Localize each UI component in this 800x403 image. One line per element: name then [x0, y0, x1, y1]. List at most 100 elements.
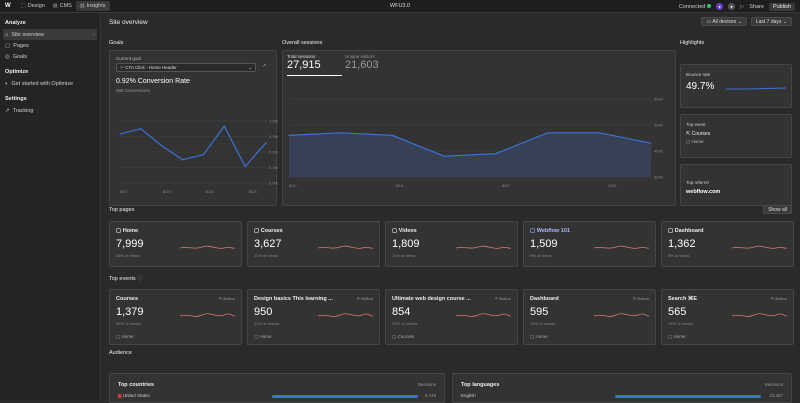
event-page-label: Home — [673, 334, 686, 339]
event-sparkline — [318, 313, 373, 317]
sidebar-item-goals[interactable]: ◎ Goals — [0, 51, 100, 62]
date-range-filter[interactable]: Last 7 days ⌄ — [750, 17, 792, 26]
top-page-sparkline — [180, 245, 235, 249]
folder-icon: ▢ — [530, 228, 537, 234]
avatar[interactable]: ● — [716, 3, 724, 10]
cursor-icon: ⇱ — [686, 131, 692, 137]
data-point — [202, 153, 205, 156]
bounce-rate-label: Bounce rate — [686, 72, 711, 77]
current-goal-label: Current goal — [116, 56, 141, 61]
goal-select[interactable]: ⚐ CTA Click - Home Header ⌄ — [116, 63, 256, 72]
bounce-rate-value: 49.7% — [686, 81, 715, 92]
info-icon[interactable]: ⓘ — [137, 276, 143, 282]
bounce-rate-card: Bounce rate 49.7% — [680, 64, 792, 108]
avatar[interactable]: ● — [728, 3, 736, 10]
top-page-sparkline — [594, 245, 649, 249]
page-icon: ▢ — [668, 334, 674, 339]
event-share: 22% of events — [254, 321, 280, 326]
chevron-down-icon: ⌄ — [248, 65, 252, 70]
top-event-card[interactable]: Ultimate web design course ... ⇱ Button … — [385, 289, 518, 345]
nav-cms[interactable]: ▤ CMS — [49, 0, 76, 13]
webflow-logo[interactable]: W — [5, 3, 11, 9]
top-page-share: 46% of views — [116, 253, 140, 258]
top-page-views: 7,999 — [116, 238, 144, 250]
sidebar-item-label: Tracking — [12, 107, 34, 114]
top-event-card[interactable]: Courses ⇱ Button 1,379 32% of events ▢ H… — [109, 289, 242, 345]
event-count: 854 — [392, 306, 411, 318]
top-event-card[interactable]: Design basics This learning ... ⇱ Button… — [247, 289, 380, 345]
top-page-name-text: Dashboard — [674, 228, 704, 234]
sidebar-item-label: Get started with Optimize — [11, 80, 74, 87]
top-page-views: 1,809 — [392, 238, 420, 250]
highlights-label: Highlights — [680, 40, 705, 46]
sidebar-item-tracking[interactable]: ↗ Tracking — [0, 105, 100, 116]
language-value: 23,467 — [769, 393, 783, 398]
publish-button[interactable]: Publish — [768, 2, 795, 11]
show-all-button[interactable]: Show all — [763, 205, 792, 214]
top-events-text: Top events — [109, 276, 136, 282]
device-filter-label: All devices — [712, 19, 737, 25]
tracking-icon: ↗ — [5, 107, 10, 114]
y-tick-label: 1.2% — [269, 119, 278, 124]
goal-select-value: CTA Click - Home Header — [125, 65, 177, 70]
x-tick-label: 8/21 — [206, 189, 215, 194]
top-page-card[interactable]: ▢ Courses 3,627 22% of views — [247, 221, 380, 267]
top-page-card[interactable]: ▢ Dashboard 1,362 8% of views — [661, 221, 794, 267]
event-count: 950 — [254, 306, 273, 318]
top-event-card[interactable]: Search ⌘E ⇱ Button 565 13% of events ▢ H… — [661, 289, 794, 345]
top-event-2-label: Home — [691, 139, 704, 144]
data-point — [119, 133, 121, 135]
event-type-label: Button — [775, 296, 787, 301]
top-languages-card: Top languages Sessions English 23,467 — [452, 373, 792, 403]
top-page-name-text: Home — [122, 228, 139, 234]
top-page-card[interactable]: ▢ Videos 1,809 11% of views — [385, 221, 518, 267]
nav-design[interactable]: ⬚ Design — [17, 0, 49, 13]
share-button[interactable]: Share — [749, 3, 764, 10]
y-tick-label: 0.9% — [269, 134, 278, 139]
data-point — [265, 142, 267, 144]
total-sessions-value: 27,915 — [287, 59, 321, 71]
device-filter[interactable]: ▭ All devices ⌄ — [701, 17, 747, 26]
country-name: United States — [122, 393, 150, 398]
status-label: Connected — [678, 3, 706, 10]
x-tick-label: 8/23 — [249, 189, 258, 194]
nav-insights[interactable]: ▥ Insights — [75, 1, 110, 11]
data-point — [495, 153, 497, 155]
top-page-views: 1,509 — [530, 238, 558, 250]
event-share: 32% of events — [116, 321, 142, 326]
y-tick-label: 0.3% — [269, 165, 278, 170]
unique-visitors-label: Unique visitors — [345, 54, 375, 59]
top-page-card[interactable]: ▢ Webflow 101 1,509 9% of views — [523, 221, 656, 267]
top-page-name: ▢ Home — [116, 228, 138, 234]
series-line — [288, 132, 652, 157]
top-bar: W ⬚ Design ▤ CMS ▥ Insights WFU3.0 Connecte… — [0, 0, 800, 13]
top-page-name: ▢ Webflow 101 — [530, 228, 570, 234]
top-event-card[interactable]: Dashboard ⇱ Button 595 14% of events ▢ H… — [523, 289, 656, 345]
x-tick-label: 8/23 — [608, 183, 617, 188]
nav-label: Design — [27, 3, 45, 9]
play-icon[interactable]: ▷ — [740, 3, 745, 10]
cursor-icon: ⇱ — [632, 296, 638, 301]
sidebar-item-optimize[interactable]: ◐ Get started with Optimize — [0, 78, 100, 89]
status-dot-icon — [707, 3, 712, 8]
tab-unique-visitors[interactable]: Unique visitors 21,603 — [345, 54, 400, 76]
audience-label: Audience — [109, 350, 132, 356]
top-page-sparkline — [456, 245, 511, 249]
top-languages-title: Top languages — [461, 382, 500, 388]
external-link-icon[interactable]: ↗ — [262, 63, 267, 69]
top-event-card: Top event ⇱ Courses ▢ Home — [680, 114, 792, 158]
x-tick-label: 8/19 — [395, 183, 404, 188]
event-count: 565 — [668, 306, 687, 318]
country-value: 5,749 — [424, 393, 436, 398]
pages-icon: ▢ — [5, 42, 11, 49]
cursor-icon: ⇱ — [770, 296, 776, 301]
top-page-card[interactable]: ▢ Home 7,999 46% of views — [109, 221, 242, 267]
page-icon: ▢ — [392, 334, 398, 339]
sidebar-item-site-overview[interactable]: ⌂ Site overview › — [3, 29, 97, 40]
tab-total-sessions[interactable]: Total sessions 27,915 — [287, 54, 342, 76]
sidebar: Analyze ⌂ Site overview › ▢ Pages ◎ Goals Op… — [0, 13, 101, 400]
event-count: 1,379 — [116, 306, 144, 318]
sidebar-item-pages[interactable]: ▢ Pages — [0, 40, 100, 51]
event-type: ⇱ Button — [771, 296, 787, 301]
top-page-share: 22% of views — [254, 253, 278, 258]
